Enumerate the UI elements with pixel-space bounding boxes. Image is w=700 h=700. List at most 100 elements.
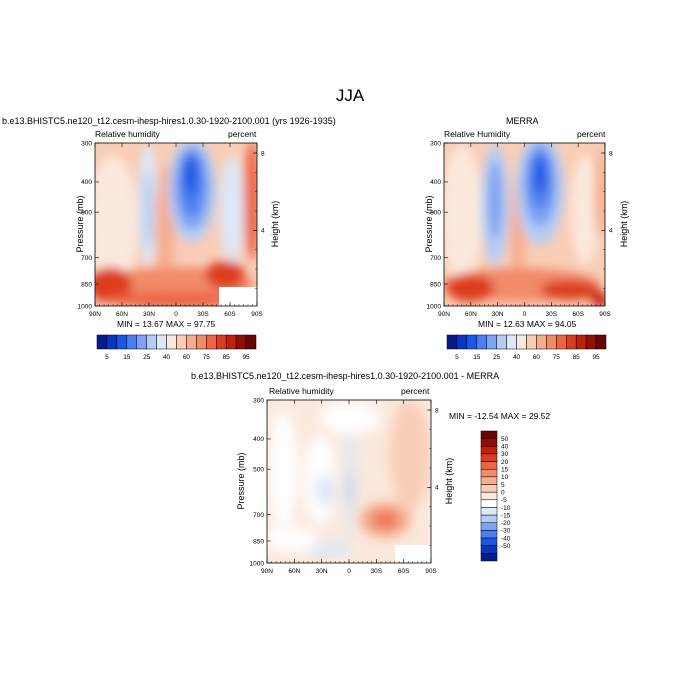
panel-2-colorbar-label: 85: [573, 354, 581, 361]
panel-3-min-max: MIN = -12.54 MAX = 29.52: [449, 411, 551, 421]
panel-2-y-tick-label: 300: [430, 140, 441, 147]
panel-1-colorbar-box: [156, 334, 167, 350]
panel-3-colorbar-label: -40: [501, 535, 511, 542]
panel-3-colorbar-box: [480, 453, 498, 462]
panel-3-colorbar-label: -50: [501, 543, 511, 550]
panel-1-title: b.e13.BHISTC5.ne120_t12.cesm-ihesp-hires…: [2, 116, 336, 126]
panel-1-colorbar-box: [245, 334, 257, 350]
panel-2-y-tick-label: 400: [430, 179, 441, 186]
panel-2-height-tick-label: 4: [609, 228, 613, 235]
panel-3-colorbar-box: [480, 553, 498, 562]
panel-3-y-tick-label: 500: [253, 466, 264, 473]
panel-3-colorbar-label: 5: [501, 482, 505, 489]
panel-3-height-tick-label: 8: [435, 407, 439, 414]
panel-1-colorbar-label: 25: [143, 354, 151, 361]
panel-3-colorbar-box: [480, 476, 498, 485]
panel-3-colorbar-box: [480, 446, 498, 455]
panel-1-colorbar-label: 95: [242, 354, 250, 361]
panel-3-colorbar-box: [480, 468, 498, 478]
panel-3-x-tick-label: 90N: [261, 568, 273, 575]
panel-2-colorbar-box: [476, 334, 487, 350]
panel-2-height-tick-label: 8: [609, 150, 613, 157]
panel-3-colorbar-label: 50: [501, 436, 509, 443]
panel-3-colorbar-box: [480, 438, 498, 447]
panel-2-colorbar-label: 15: [473, 354, 481, 361]
panel-3-field: [267, 400, 431, 563]
panel-2-x-tick-label: 90S: [599, 311, 611, 318]
panel-2-y-tick-label: 850: [430, 281, 441, 288]
panel-1-colorbar-label: 15: [123, 354, 131, 361]
panel-2-x-tick-label: 0: [523, 311, 527, 318]
panel-2-colorbar-label: 5: [455, 354, 459, 361]
panel-3-colorbar-box: [480, 491, 498, 501]
panel-3-colorbar-label: -20: [501, 520, 511, 527]
panel-2-colorbar-label: 25: [493, 354, 501, 361]
panel-3-colorbar-box: [480, 537, 498, 546]
panel-3-left-label: Relative humidity: [269, 386, 334, 396]
panel-1-colorbar-box: [146, 334, 157, 350]
panel-2-y-tick-label: 1000: [427, 303, 442, 310]
panel-3-height-tick-label: 4: [435, 485, 439, 492]
panel-1-right-label: percent: [228, 129, 257, 139]
panel-1-y-tick-label: 850: [81, 281, 92, 288]
panel-1-x-tick-label: 90N: [89, 311, 101, 318]
panel-3-colorbar-box: [480, 499, 498, 508]
panel-2-colorbar-box: [585, 334, 597, 350]
panel-2-colorbar-box: [536, 334, 547, 350]
panel-1-colorbar-box: [186, 334, 197, 350]
panel-3-colorbar-label: 0: [501, 489, 505, 496]
panel-2-x-tick-label: 60N: [465, 311, 477, 318]
panel-1-x-tick-label: 90S: [251, 311, 263, 318]
panel-2-x-tick-label: 30N: [492, 311, 504, 318]
panel-2-colorbar-label: 95: [592, 354, 600, 361]
panel-3-colorbar-label: -5: [501, 497, 507, 504]
panel-1-colorbar-box: [216, 334, 227, 350]
panel-3-colorbar-label: 30: [501, 451, 509, 458]
panel-2-y-tick-label: 500: [430, 209, 441, 216]
panel-3-x-tick-label: 30N: [316, 568, 328, 575]
panel-2-colorbar-box: [526, 334, 537, 350]
panel-2-x-tick-label: 30S: [546, 311, 558, 318]
panel-1-colorbar-box: [176, 334, 187, 350]
panel-1-height-tick-label: 4: [261, 228, 265, 235]
panel-2-colorbar-label: 40: [513, 354, 521, 361]
panel-2-colorbar-box: [556, 334, 567, 350]
panel-2-min-max: MIN = 12.63 MAX = 94.05: [478, 319, 577, 329]
panel-2-colorbar-box: [486, 334, 497, 350]
panel-3-colorbar-box: [480, 514, 498, 524]
panel-1-colorbar-label: 60: [183, 354, 191, 361]
panel-1-colorbar-box: [126, 334, 137, 350]
panel-3-colorbar-box: [480, 461, 498, 470]
panel-3-y-tick-label: 400: [253, 436, 264, 443]
panel-1-colorbar-box: [196, 334, 207, 350]
panel-1-colorbar-box: [206, 334, 217, 350]
panel-2-colorbar-box: [506, 334, 517, 350]
panel-1-colorbar-box: [235, 334, 247, 350]
panel-2-colorbar-label: 75: [553, 354, 561, 361]
panel-1-x-tick-label: 0: [174, 311, 178, 318]
panel-3-x-tick-label: 0: [347, 568, 351, 575]
panel-2-title: MERRA: [506, 116, 539, 126]
panel-2-colorbar-box: [546, 334, 557, 350]
panel-1-colorbar-label: 85: [223, 354, 231, 361]
panel-3-x-tick-label: 30S: [371, 568, 383, 575]
panel-1-y-tick-label: 1000: [78, 303, 93, 310]
panel-1-y-tick-label: 700: [81, 255, 92, 262]
panel-1-min-max: MIN = 13.67 MAX = 97.75: [117, 319, 216, 329]
panel-1-colorbar-box: [225, 334, 237, 350]
panel-3-colorbar-box: [480, 484, 498, 493]
panel-3-title: b.e13.BHISTC5.ne120_t12.cesm-ihesp-hires…: [191, 371, 500, 381]
panel-1-x-tick-label: 30S: [197, 311, 209, 318]
panel-3-colorbar-box: [480, 507, 498, 516]
panel-2-x-tick-label: 90N: [438, 311, 450, 318]
panel-2-field: [444, 143, 605, 306]
panel-3-colorbar-box: [480, 522, 498, 531]
panel-1-y-tick-label: 300: [81, 140, 92, 147]
panel-1-field: [95, 143, 257, 306]
panel-3-y-tick-label: 300: [253, 397, 264, 404]
panel-3-colorbar-label: 20: [501, 459, 509, 466]
panel-3-colorbar-label: -15: [501, 512, 511, 519]
panel-2-colorbar-box: [575, 334, 587, 350]
panel-1-colorbar-box: [166, 334, 177, 350]
panel-3-colorbar-label: 10: [501, 474, 509, 481]
